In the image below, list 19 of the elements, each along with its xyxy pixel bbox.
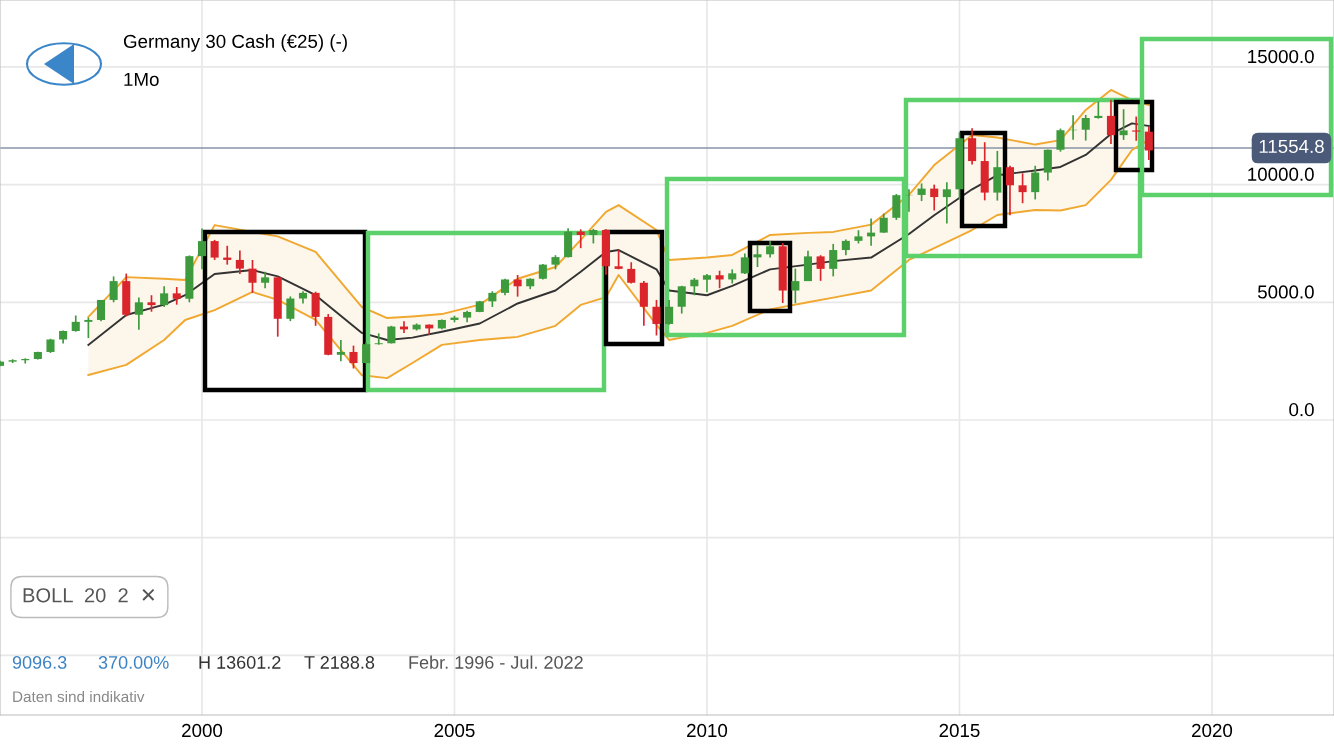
annotation: 9096.3 xyxy=(12,656,67,669)
x-tick-label: 2010 xyxy=(687,723,728,738)
text: 1Mo xyxy=(124,72,159,87)
x-tick-label: 2005 xyxy=(434,723,475,738)
annotation: 370.00% xyxy=(98,656,169,669)
x-tick-label: 2020 xyxy=(1192,723,1233,738)
y-tick-label: 5000.0 xyxy=(1257,285,1314,299)
y-tick-label: 0.0 xyxy=(1289,403,1314,417)
x-tick-label: 2000 xyxy=(182,723,223,738)
annotation: Febr. 1996 - Jul. 2022 xyxy=(409,655,583,669)
annotation: H 13601.2 xyxy=(199,656,281,669)
x-tick-label: 2015 xyxy=(939,723,980,738)
annotation: T 2188.8 xyxy=(304,656,375,669)
annotation: Daten sind indikativ xyxy=(13,690,145,703)
ref-line-label: 11554.8 xyxy=(1259,139,1324,154)
annotation: BOLL 20 2 ✕ xyxy=(23,588,155,603)
y-tick-label: 10000.0 xyxy=(1248,167,1314,181)
y-tick-label: 15000.0 xyxy=(1248,49,1314,64)
text: Germany 30 Cash (€25) (-) xyxy=(123,34,347,52)
